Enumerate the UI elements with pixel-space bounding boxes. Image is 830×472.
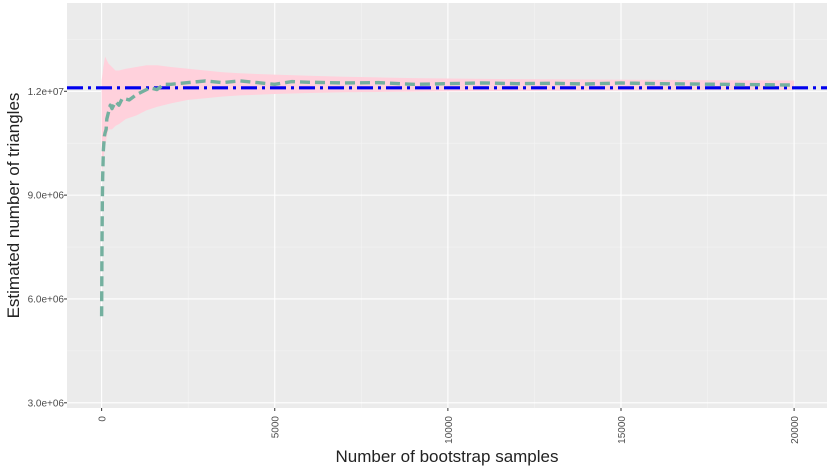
x-axis-title: Number of bootstrap samples [336,447,559,466]
x-tick-label: 15000 [617,416,628,444]
y-tick-label: 9.0e+06 [28,191,65,202]
y-tick-label: 1.2e+07 [28,87,65,98]
x-tick-label: 5000 [271,416,282,439]
x-tick-label: 20000 [790,416,801,444]
y-axis-title: Estimated number of triangles [4,93,23,319]
x-tick-label: 10000 [444,416,455,444]
y-tick-label: 6.0e+06 [28,294,65,305]
minor-gridlines [67,3,827,408]
y-tick-label: 3.0e+06 [28,398,65,409]
confidence-band [101,56,795,175]
x-tick-label: 0 [98,416,109,422]
estimate-line [99,79,795,317]
plot-panel [67,3,827,408]
axes: 0 5000 10000 15000 20000 3.0e+06 6.0e+06 9.0e+0… [28,87,802,444]
data-layer [67,56,827,317]
